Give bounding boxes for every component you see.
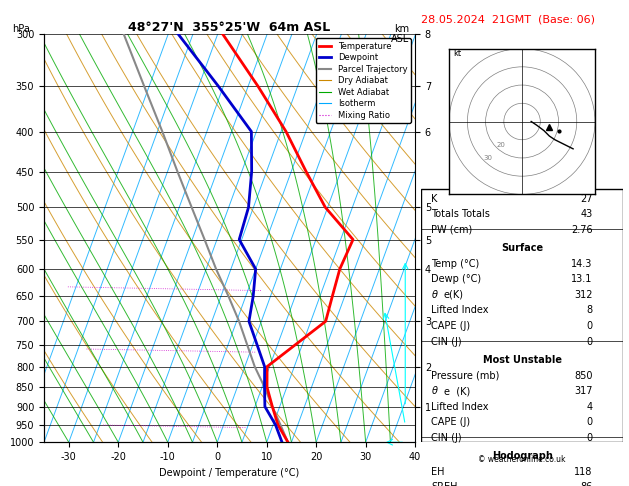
Text: 30: 30 [484,155,493,161]
Text: Pressure (mb): Pressure (mb) [431,371,500,381]
Text: km: km [394,24,409,35]
Text: CAPE (J): CAPE (J) [431,321,470,331]
Text: 13.1: 13.1 [571,275,593,284]
Text: Totals Totals: Totals Totals [431,209,491,219]
Text: e(K): e(K) [443,290,464,300]
Text: 0: 0 [586,417,593,427]
Text: Lifted Index: Lifted Index [431,402,489,412]
Text: Surface: Surface [501,243,543,253]
Text: CIN (J): CIN (J) [431,433,462,443]
Text: CIN (J): CIN (J) [431,336,462,347]
Legend: Temperature, Dewpoint, Parcel Trajectory, Dry Adiabat, Wet Adiabat, Isotherm, Mi: Temperature, Dewpoint, Parcel Trajectory… [316,38,411,123]
Text: Hodograph: Hodograph [492,451,552,461]
Text: 86: 86 [581,482,593,486]
Text: 28.05.2024  21GMT  (Base: 06): 28.05.2024 21GMT (Base: 06) [421,15,596,25]
Text: hPa: hPa [13,24,30,35]
Text: Dewp (°C): Dewp (°C) [431,275,482,284]
Text: 118: 118 [574,467,593,477]
Text: 312: 312 [574,290,593,300]
Text: 0: 0 [586,433,593,443]
Bar [421,189,623,442]
Text: EH: EH [431,467,445,477]
Text: θ: θ [431,290,438,300]
Text: e  (K): e (K) [443,386,470,396]
Text: SREH: SREH [431,482,458,486]
Text: K: K [431,194,438,204]
Text: © weatheronline.co.uk: © weatheronline.co.uk [478,454,566,464]
Text: kt: kt [453,49,461,58]
Text: 14.3: 14.3 [571,259,593,269]
Text: CAPE (J): CAPE (J) [431,417,470,427]
Text: 317: 317 [574,386,593,396]
Title: 48°27'N  355°25'W  64m ASL: 48°27'N 355°25'W 64m ASL [128,21,331,34]
Text: 8: 8 [586,306,593,315]
Text: 4: 4 [586,402,593,412]
Text: 850: 850 [574,371,593,381]
X-axis label: Dewpoint / Temperature (°C): Dewpoint / Temperature (°C) [160,468,299,478]
Text: ASL: ASL [391,34,409,44]
Text: 0: 0 [586,321,593,331]
Text: 27: 27 [580,194,593,204]
Text: 0: 0 [586,336,593,347]
Text: 20: 20 [496,142,506,148]
Text: Lifted Index: Lifted Index [431,306,489,315]
Text: PW (cm): PW (cm) [431,225,473,235]
Text: Most Unstable: Most Unstable [482,355,562,365]
Text: Temp (°C): Temp (°C) [431,259,480,269]
Text: θ: θ [431,386,438,396]
Text: 2.76: 2.76 [571,225,593,235]
Text: 43: 43 [581,209,593,219]
